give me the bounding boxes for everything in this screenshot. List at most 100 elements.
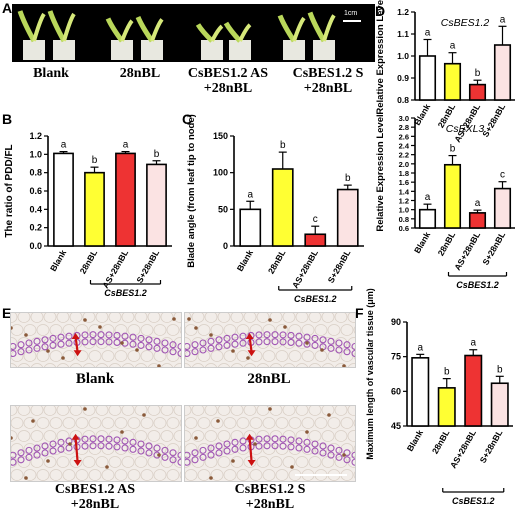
cell (75, 350, 89, 362)
cell (256, 337, 270, 349)
lignified-cell (279, 338, 287, 346)
significance-label: b (450, 144, 456, 155)
cell (185, 456, 192, 468)
significance-label: b (92, 155, 98, 166)
cell (101, 417, 115, 429)
cell (88, 469, 102, 481)
lignified-cell (17, 449, 25, 457)
lignified-cell (185, 451, 191, 459)
cell (30, 406, 44, 416)
y-tick-label: 1.8 (399, 169, 409, 178)
cell (308, 406, 322, 416)
lignified-cell (129, 340, 137, 348)
lignified-cell (33, 337, 41, 345)
lignified-cell (81, 331, 89, 339)
lignified-cell (41, 343, 49, 351)
cell (282, 363, 296, 367)
lignified-cell (121, 437, 129, 445)
lignified-cell (105, 435, 113, 443)
stain-spot (305, 430, 309, 434)
significance-label: a (417, 342, 423, 353)
y-axis-label: Blade angle (from leaf tip to node) (186, 114, 197, 268)
cell (262, 417, 276, 429)
lignified-cell (129, 445, 137, 453)
lignified-cell (25, 453, 33, 461)
lignified-cell (215, 449, 223, 457)
significance-label: c (313, 214, 318, 225)
bar-3 (468, 212, 487, 229)
cell (134, 363, 148, 367)
cell (249, 350, 263, 362)
lignified-cell (17, 348, 25, 356)
lignified-cell (17, 341, 25, 349)
leaf (223, 21, 242, 43)
cell (56, 430, 70, 442)
cell (160, 430, 174, 442)
cell (204, 313, 218, 323)
y-tick-label: 1.0 (29, 149, 42, 159)
cell (17, 430, 31, 442)
cell (340, 324, 354, 336)
lignified-cell (137, 341, 145, 349)
cell (127, 417, 141, 429)
cell (166, 443, 180, 455)
caption-e-bl: 28nBL (247, 371, 291, 387)
cell (191, 430, 205, 442)
lignified-cell (319, 442, 327, 450)
cell (185, 324, 198, 336)
cell (88, 324, 102, 336)
stain-spot (135, 348, 139, 352)
stain-spot (209, 333, 213, 337)
lignified-cell (161, 346, 169, 354)
cell (185, 443, 198, 455)
cell (210, 324, 224, 336)
lignified-cell (177, 349, 181, 358)
cell (121, 406, 135, 416)
cell (56, 456, 70, 468)
lignified-cell (199, 453, 207, 461)
cell (191, 313, 205, 323)
cell (49, 469, 63, 481)
leaf (62, 12, 76, 42)
group-label: CsBES1.2 (452, 496, 495, 506)
cell (210, 417, 224, 429)
cell (101, 469, 115, 481)
cell (191, 363, 205, 367)
lignified-cell (191, 348, 199, 356)
cell (347, 456, 355, 468)
cell (127, 324, 141, 336)
cell (301, 417, 315, 429)
arrow-head (73, 460, 82, 466)
cell (43, 363, 57, 367)
bar-3 (464, 354, 483, 427)
panel-letter-a: A (2, 0, 13, 16)
lignified-cell (185, 349, 191, 358)
micrograph-as (10, 405, 182, 482)
lignified-cell (65, 339, 73, 347)
stain-spot (11, 326, 13, 330)
pot-block (111, 40, 133, 60)
bar-4 (146, 163, 167, 247)
cell (11, 417, 24, 429)
cell (82, 337, 96, 349)
lignified-cell (25, 446, 33, 454)
cell (288, 417, 302, 429)
cell (179, 471, 181, 479)
y-tick-label: 45 (391, 421, 401, 431)
cell (23, 350, 37, 362)
lignified-cell (327, 451, 335, 459)
y-tick-label: 1.4 (399, 187, 410, 196)
stain-spot (268, 407, 272, 411)
lignified-cell (25, 346, 33, 354)
x-tick-label: AS+28nBL (448, 428, 478, 470)
cell (179, 326, 181, 334)
cell (321, 363, 335, 367)
leaf (195, 23, 214, 43)
cell (204, 430, 218, 442)
cell (11, 324, 24, 336)
x-tick-label: AS+28nBL (290, 248, 320, 290)
stain-spot (342, 364, 346, 367)
stain-spot (31, 419, 35, 423)
cell (204, 406, 218, 416)
y-tick-label: 1.2 (397, 7, 409, 17)
